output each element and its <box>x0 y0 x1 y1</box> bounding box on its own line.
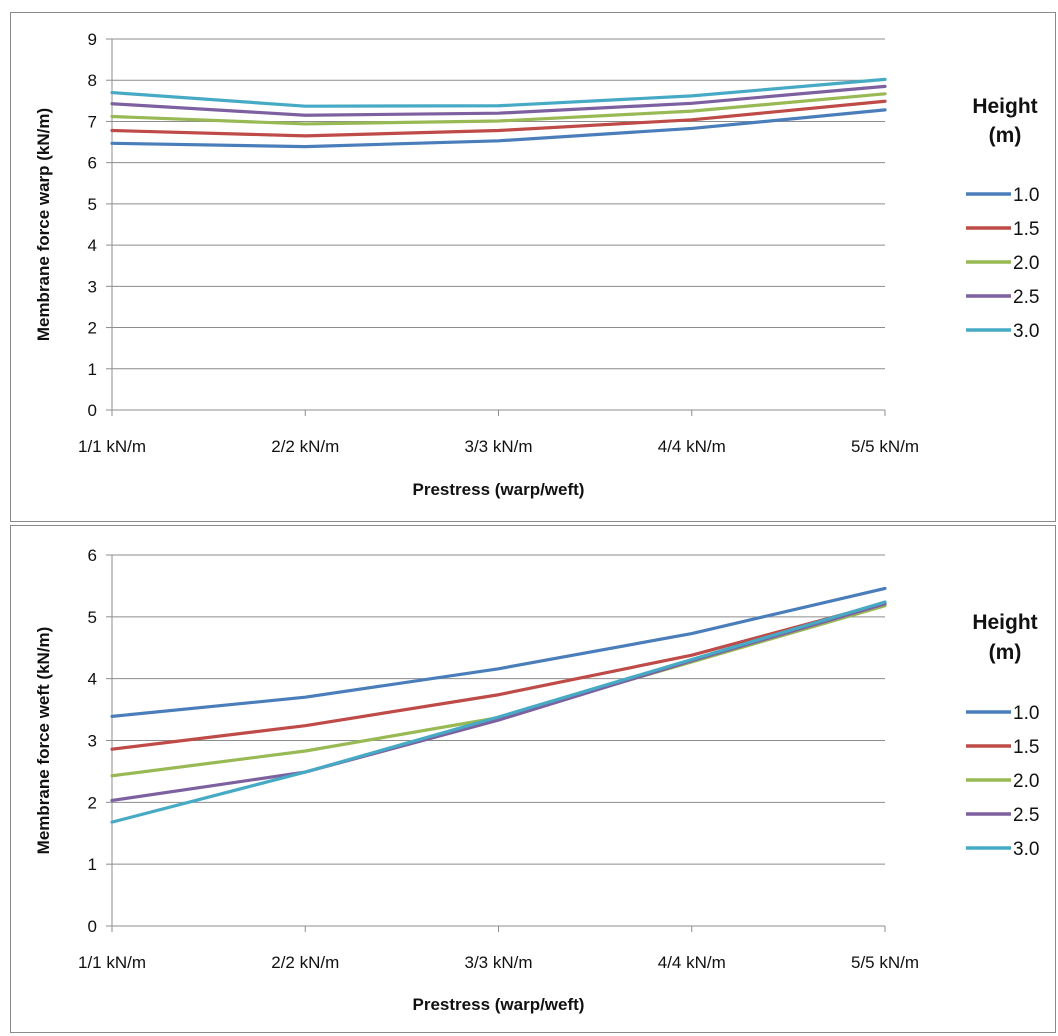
warp-series-line-2-5 <box>110 84 887 117</box>
warp-x-axis-title: Prestress (warp/weft) <box>413 480 585 499</box>
warp-x-tick-label: 1/1 kN/m <box>78 437 146 456</box>
warp-x-tick-label: 2/2 kN/m <box>271 437 339 456</box>
weft-y-tick-label: 4 <box>88 670 97 689</box>
weft-series-line-1-5 <box>110 601 887 751</box>
weft-x-tick-label: 4/4 kN/m <box>658 953 726 972</box>
warp-series-line-1-0 <box>110 108 887 149</box>
warp-x-tick-label: 4/4 kN/m <box>658 437 726 456</box>
warp-y-tick-label: 0 <box>88 401 97 420</box>
warp-y-axis-title: Membrane force warp (kN/m) <box>34 108 53 341</box>
weft-y-tick-label: 0 <box>88 917 97 936</box>
weft-legend-label: 1.5 <box>1013 737 1039 758</box>
warp-legend-label: 2.5 <box>1013 287 1039 308</box>
weft-x-tick-label: 5/5 kN/m <box>851 953 919 972</box>
weft-y-tick-label: 1 <box>88 855 97 874</box>
weft-legend-label: 2.0 <box>1013 771 1039 792</box>
chart-panel-weft: 0 1 2 3 4 5 6 1/1 kN/m 2/2 kN/m 3/3 kN/m 4/4 kN/m 5… <box>10 525 1056 1033</box>
warp-series-line-3-0 <box>110 77 887 108</box>
warp-legend-label: 1.0 <box>1013 185 1039 206</box>
weft-legend-title-unit: (m) <box>989 641 1022 664</box>
warp-legend-label: 1.5 <box>1013 219 1039 240</box>
weft-x-axis-title: Prestress (warp/weft) <box>413 995 585 1014</box>
warp-y-tick-label: 8 <box>88 71 97 90</box>
weft-series-line-1-0 <box>110 586 887 718</box>
warp-legend-title: Height <box>972 95 1037 118</box>
weft-chart-svg: 0 1 2 3 4 5 6 1/1 kN/m 2/2 kN/m 3/3 kN/m 4/4 kN/m 5… <box>34 546 1039 1014</box>
weft-y-tick-label: 5 <box>88 608 97 627</box>
warp-x-tick-label: 3/3 kN/m <box>464 437 532 456</box>
chart-panel-warp: 0 1 2 3 4 5 6 7 8 9 1/1 kN/m 2/2 kN/m 3/3 kN/m 4/4 kN… <box>10 12 1056 522</box>
warp-legend-title-unit: (m) <box>989 124 1022 147</box>
warp-y-tick-label: 4 <box>88 236 97 255</box>
warp-x-tick-label: 5/5 kN/m <box>851 437 919 456</box>
weft-y-tick-label: 6 <box>88 546 97 565</box>
weft-x-tick-label: 3/3 kN/m <box>464 953 532 972</box>
weft-legend-label: 2.5 <box>1013 805 1039 826</box>
warp-legend-label: 2.0 <box>1013 253 1039 274</box>
warp-y-tick-label: 7 <box>88 112 97 131</box>
warp-y-tick-label: 5 <box>88 195 97 214</box>
weft-legend-label: 1.0 <box>1013 703 1039 724</box>
warp-series-line-1-5 <box>110 99 887 138</box>
warp-y-tick-label: 6 <box>88 154 97 173</box>
warp-y-tick-label: 9 <box>88 30 97 49</box>
warp-y-tick-label: 3 <box>88 277 97 296</box>
warp-chart-svg: 0 1 2 3 4 5 6 7 8 9 1/1 kN/m 2/2 kN/m 3/3 kN/m 4/4 kN… <box>34 30 1039 499</box>
warp-y-tick-label: 1 <box>88 360 97 379</box>
weft-y-tick-label: 2 <box>88 793 97 812</box>
weft-series-line-2-0 <box>110 604 887 778</box>
weft-series-line-3-0 <box>110 600 887 824</box>
weft-legend-label: 3.0 <box>1013 839 1039 860</box>
weft-legend-title: Height <box>972 611 1037 634</box>
weft-x-tick-label: 2/2 kN/m <box>271 953 339 972</box>
weft-x-tick-label: 1/1 kN/m <box>78 953 146 972</box>
warp-y-tick-label: 2 <box>88 319 97 338</box>
weft-y-axis-title: Membrane force weft (kN/m) <box>34 627 53 855</box>
warp-series-line-2-0 <box>110 92 887 126</box>
weft-y-tick-label: 3 <box>88 732 97 751</box>
warp-legend-label: 3.0 <box>1013 321 1039 342</box>
